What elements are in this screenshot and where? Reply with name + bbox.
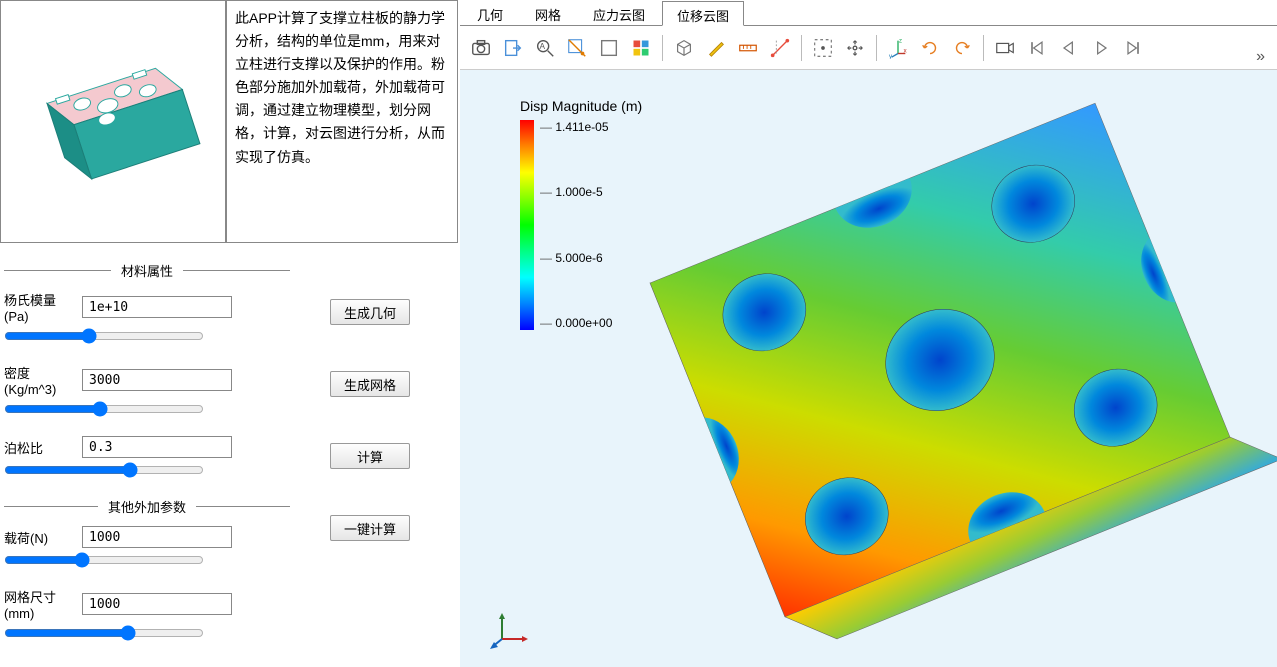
rotate-right-icon[interactable] — [947, 33, 977, 63]
toolbar: A zxy » — [460, 26, 1277, 70]
meshsize-slider[interactable] — [4, 625, 204, 641]
left-panel: 此APP计算了支撑立柱板的静力学分析，结构的单位是mm，用来对立柱进行支撑以及保… — [0, 0, 460, 667]
description-text: 此APP计算了支撑立柱板的静力学分析，结构的单位是mm，用来对立柱进行支撑以及保… — [235, 10, 445, 165]
poisson-input[interactable] — [82, 436, 232, 458]
tab-displacement[interactable]: 位移云图 — [662, 1, 744, 26]
youngs-row: 杨氏模量(Pa) — [4, 290, 290, 324]
axis-triad-icon — [490, 609, 530, 649]
record-icon[interactable] — [990, 33, 1020, 63]
right-panel: 几何 网格 应力云图 位移云图 A zxy » Disp Magnitude (… — [460, 0, 1277, 667]
svg-text:x: x — [904, 47, 908, 54]
export-icon[interactable] — [498, 33, 528, 63]
density-input[interactable] — [82, 369, 232, 391]
top-left-row: 此APP计算了支撑立柱板的静力学分析，结构的单位是mm，用来对立柱进行支撑以及保… — [0, 0, 460, 243]
density-slider[interactable] — [4, 401, 204, 417]
tab-mesh[interactable]: 网格 — [520, 0, 576, 25]
first-icon[interactable] — [1022, 33, 1052, 63]
box-icon[interactable] — [594, 33, 624, 63]
model-preview — [0, 0, 226, 243]
tabs: 几何 网格 应力云图 位移云图 — [460, 0, 1277, 26]
section-extra: 其他外加参数 — [4, 497, 290, 516]
tab-stress[interactable]: 应力云图 — [578, 0, 660, 25]
poisson-slider[interactable] — [4, 462, 204, 478]
meshsize-row: 网格尺寸(mm) — [4, 587, 290, 621]
load-input[interactable] — [82, 526, 232, 548]
youngs-slider[interactable] — [4, 328, 204, 344]
density-label: 密度(Kg/m^3) — [4, 363, 82, 397]
ruler-icon[interactable] — [733, 33, 763, 63]
generate-mesh-button[interactable]: 生成网格 — [330, 371, 410, 397]
result-model — [590, 80, 1277, 640]
svg-text:z: z — [899, 37, 902, 44]
load-row: 载荷(N) — [4, 526, 290, 548]
viewport[interactable]: Disp Magnitude (m) 1.411e-05 1.000e-5 5.… — [460, 70, 1277, 667]
oneclick-button[interactable]: 一键计算 — [330, 515, 410, 541]
prev-icon[interactable] — [1054, 33, 1084, 63]
section-material-label: 材料属性 — [111, 261, 183, 280]
youngs-label: 杨氏模量(Pa) — [4, 290, 82, 324]
meshsize-input[interactable] — [82, 593, 232, 615]
inputs-column: 材料属性 杨氏模量(Pa) 密度(Kg/m^3) 泊松比 其他外加参数 — [0, 253, 290, 660]
layers-icon[interactable] — [626, 33, 656, 63]
section-material: 材料属性 — [4, 261, 290, 280]
next-icon[interactable] — [1118, 33, 1148, 63]
rotate-left-icon[interactable] — [915, 33, 945, 63]
tab-geometry[interactable]: 几何 — [462, 0, 518, 25]
fit-icon[interactable] — [808, 33, 838, 63]
poisson-label: 泊松比 — [4, 438, 82, 457]
meshsize-label: 网格尺寸(mm) — [4, 587, 82, 621]
camera-icon[interactable] — [466, 33, 496, 63]
center-icon[interactable] — [840, 33, 870, 63]
preview-svg — [18, 27, 208, 217]
play-icon[interactable] — [1086, 33, 1116, 63]
zoom-icon[interactable]: A — [530, 33, 560, 63]
poisson-row: 泊松比 — [4, 436, 290, 458]
toolbar-overflow-icon[interactable]: » — [1256, 48, 1265, 66]
section-extra-label: 其他外加参数 — [98, 497, 196, 516]
cube-icon[interactable] — [669, 33, 699, 63]
controls-area: 材料属性 杨氏模量(Pa) 密度(Kg/m^3) 泊松比 其他外加参数 — [0, 243, 460, 660]
load-label: 载荷(N) — [4, 528, 82, 547]
youngs-input[interactable] — [82, 296, 232, 318]
load-slider[interactable] — [4, 552, 204, 568]
probe-icon[interactable] — [562, 33, 592, 63]
measure-icon[interactable] — [765, 33, 795, 63]
density-row: 密度(Kg/m^3) — [4, 363, 290, 397]
generate-geometry-button[interactable]: 生成几何 — [330, 299, 410, 325]
calculate-button[interactable]: 计算 — [330, 443, 410, 469]
buttons-column: 生成几何 生成网格 计算 一键计算 — [290, 253, 450, 660]
description-box: 此APP计算了支撑立柱板的静力学分析，结构的单位是mm，用来对立柱进行支撑以及保… — [226, 0, 458, 243]
svg-text:A: A — [540, 41, 546, 50]
colorbar-gradient — [520, 120, 534, 330]
brush-icon[interactable] — [701, 33, 731, 63]
axes-icon[interactable]: zxy — [883, 33, 913, 63]
